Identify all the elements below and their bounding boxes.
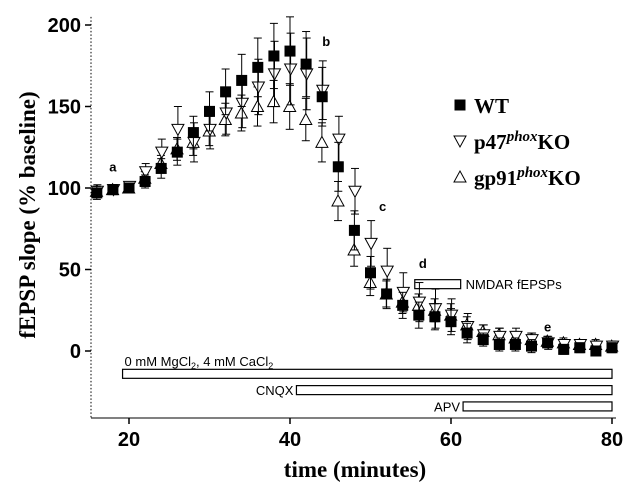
legend-marker bbox=[453, 169, 467, 183]
data-point bbox=[234, 105, 249, 119]
data-series bbox=[89, 16, 620, 357]
data-point bbox=[204, 105, 215, 117]
data-point bbox=[558, 343, 570, 355]
treatment-bars: NMDAR fEPSPs 0 mM MgCl2, 4 mM CaCl2 CNQX AP… bbox=[121, 277, 613, 414]
annotation-label: e bbox=[544, 319, 551, 334]
treatment-bar-label: 0 mM MgCl2, 4 mM CaCl2 bbox=[125, 354, 274, 371]
data-point bbox=[364, 237, 378, 251]
treatment-bar bbox=[121, 368, 613, 379]
y-tick-label: 150 bbox=[48, 97, 81, 119]
data-point bbox=[509, 338, 521, 350]
data-point bbox=[299, 68, 314, 81]
data-point bbox=[91, 187, 103, 199]
annotation-label: c bbox=[379, 199, 386, 214]
data-point bbox=[477, 334, 489, 346]
data-point bbox=[236, 74, 248, 86]
treatment-bar-label: APV bbox=[434, 399, 460, 414]
series-WT bbox=[91, 16, 618, 357]
data-point bbox=[139, 175, 151, 187]
data-point bbox=[413, 309, 425, 321]
data-point bbox=[445, 316, 457, 328]
legend-marker bbox=[453, 135, 467, 149]
data-point bbox=[332, 133, 346, 147]
data-point bbox=[107, 184, 119, 196]
treatment-bar bbox=[414, 279, 462, 290]
annotations: a b c d e bbox=[109, 34, 551, 334]
data-point bbox=[267, 68, 282, 81]
data-point bbox=[123, 182, 135, 194]
data-point bbox=[250, 99, 265, 112]
treatment-bar bbox=[295, 385, 613, 396]
data-point bbox=[298, 112, 313, 126]
data-point bbox=[283, 63, 298, 77]
data-point bbox=[461, 327, 473, 339]
data-point bbox=[542, 337, 554, 349]
series-p47phoxKO bbox=[90, 32, 620, 354]
data-point bbox=[155, 162, 167, 174]
data-point bbox=[332, 161, 344, 173]
data-point bbox=[300, 58, 312, 70]
legend-label: gp91phoxKO bbox=[474, 165, 581, 190]
treatment-bar-label: NMDAR fEPSPs bbox=[466, 277, 563, 292]
data-point bbox=[526, 340, 537, 352]
data-point bbox=[266, 94, 281, 108]
data-point bbox=[219, 107, 234, 121]
legend: WT p47phoxKO gp91phoxKO bbox=[453, 94, 581, 190]
x-axis-title: time (minutes) bbox=[284, 457, 426, 482]
data-point bbox=[220, 86, 232, 98]
data-point bbox=[429, 311, 441, 323]
legend-label: p47phoxKO bbox=[474, 129, 570, 154]
data-point bbox=[171, 123, 185, 137]
data-point bbox=[509, 330, 523, 344]
data-point bbox=[284, 45, 296, 57]
data-point bbox=[397, 299, 409, 311]
data-point bbox=[282, 99, 297, 112]
y-tick-label: 50 bbox=[59, 260, 81, 282]
treatment-bar bbox=[462, 401, 613, 412]
data-point bbox=[574, 342, 586, 354]
data-point bbox=[606, 342, 618, 354]
legend-label: WT bbox=[474, 94, 509, 118]
data-point bbox=[251, 81, 266, 94]
x-tick-label: 60 bbox=[440, 429, 462, 451]
y-tick-label: 0 bbox=[70, 341, 81, 363]
data-point bbox=[138, 166, 153, 179]
data-point bbox=[203, 123, 217, 137]
data-point bbox=[218, 112, 233, 126]
data-point bbox=[316, 91, 328, 103]
x-tick-label: 40 bbox=[279, 429, 301, 451]
treatment-bar-label: CNQX bbox=[256, 383, 294, 398]
data-point bbox=[348, 185, 362, 199]
x-tick-label: 20 bbox=[118, 429, 140, 451]
legend-marker bbox=[454, 99, 466, 111]
data-point bbox=[252, 61, 264, 73]
annotation-label: b bbox=[322, 34, 330, 49]
data-point bbox=[187, 127, 199, 139]
x-tick-label: 80 bbox=[601, 429, 623, 451]
data-point bbox=[315, 135, 329, 148]
data-point bbox=[590, 345, 602, 357]
data-point bbox=[154, 146, 169, 160]
annotation-label: a bbox=[109, 160, 117, 175]
data-point bbox=[444, 309, 459, 323]
data-point bbox=[331, 193, 345, 207]
axes: 0 50 100 150 200 20 40 60 80 bbox=[48, 15, 624, 451]
data-point bbox=[493, 338, 505, 350]
data-point bbox=[348, 224, 360, 236]
data-point bbox=[171, 146, 183, 158]
data-point bbox=[365, 267, 376, 279]
y-tick-label: 200 bbox=[48, 15, 81, 37]
data-point bbox=[493, 330, 507, 344]
data-point bbox=[460, 321, 475, 334]
y-axis-title: fEPSP slope (% baseline) bbox=[15, 91, 40, 338]
data-point bbox=[381, 288, 393, 300]
data-point bbox=[235, 97, 250, 111]
data-point bbox=[268, 50, 280, 62]
y-tick-label: 100 bbox=[48, 178, 81, 200]
data-point bbox=[315, 84, 330, 98]
data-point bbox=[380, 265, 395, 279]
annotation-label: d bbox=[419, 256, 427, 271]
